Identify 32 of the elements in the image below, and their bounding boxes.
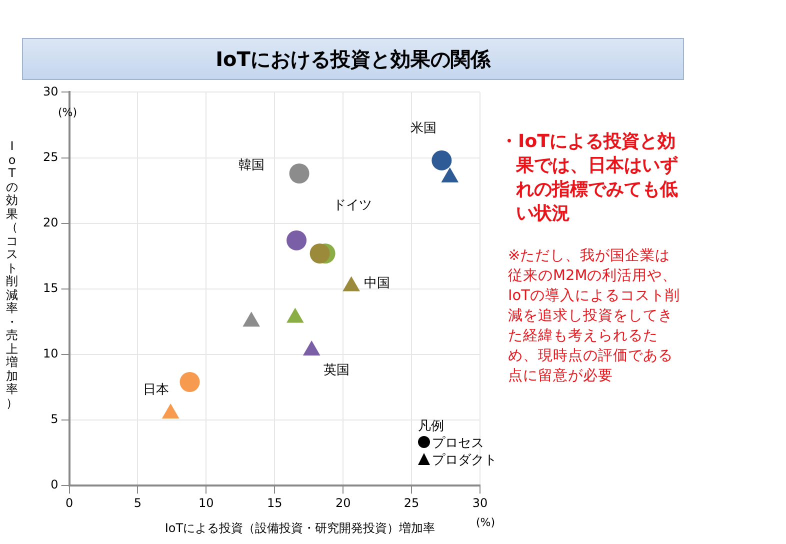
text: ・IoTによる投資と効果では、日本はいずれの指標でみても低い状況 (500, 130, 679, 226)
y-tick-label: 15 (42, 281, 58, 296)
y-tick-label: 25 (42, 150, 58, 164)
x-tick-label: 15 (266, 496, 282, 510)
text: (%) (476, 516, 496, 529)
point (162, 403, 180, 418)
annotation: 英国 (324, 362, 350, 378)
annotation: 中国 (364, 276, 390, 291)
y-tick-label: 30 (42, 84, 58, 98)
x-axis-title: IoTによる投資（設備投資・研究開発投資）増加率 (164, 521, 436, 535)
text: ※ただし、我が国企業は従来のM2Mの利活用や、IoTの導入によるコスト削減を追求し投資をしてきた経緯も考えられるため、現時点の評価である点に留意が必要 (507, 247, 680, 386)
x-tick-label: 20 (335, 496, 351, 510)
y-tick-label: 20 (42, 215, 58, 230)
x-tick-label: 10 (198, 496, 214, 510)
chart-title: IoTにおける投資と効果の関係 (22, 38, 684, 80)
point (432, 150, 452, 170)
text: プロセス (432, 436, 484, 451)
y-tick-label: 0 (50, 478, 58, 492)
annotation: 日本 (142, 382, 169, 398)
text: プロダクト (432, 453, 497, 468)
y-tick-label: 5 (50, 412, 58, 426)
x-tick-label: 30 (472, 496, 488, 510)
x-tick-label: 5 (134, 496, 142, 510)
x-tick-label: 0 (65, 496, 74, 510)
annotation: ドイツ (332, 198, 372, 213)
annotation: (%) (58, 106, 78, 119)
y-tick-label: 10 (42, 346, 58, 361)
annotation: 韓国 (238, 158, 264, 173)
annotation: 米国 (410, 120, 437, 136)
text: IoTの効果（コスト削減率・売上増加率） (6, 139, 18, 410)
legend-title: 凡例 (418, 418, 445, 435)
x-tick-label: 25 (404, 496, 420, 510)
